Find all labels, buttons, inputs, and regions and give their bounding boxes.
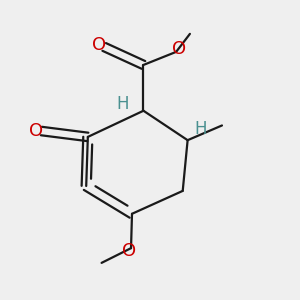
Text: O: O [172, 40, 187, 58]
Text: O: O [122, 242, 136, 260]
Text: H: H [194, 120, 207, 138]
Text: O: O [92, 36, 106, 54]
Text: O: O [29, 122, 43, 140]
Text: H: H [116, 95, 128, 113]
